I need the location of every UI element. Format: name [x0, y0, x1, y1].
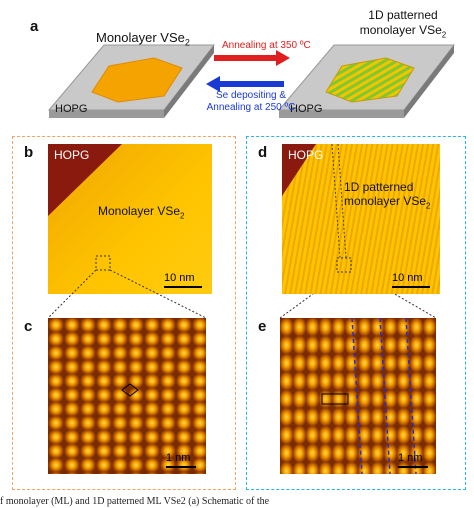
panel-letter-a: a [30, 18, 39, 35]
right-title: 1D patterned monolayer VSe2 [359, 8, 447, 40]
substrate-right-side [404, 45, 454, 118]
substrate-left-side [164, 45, 214, 118]
arrow-forward-head [276, 50, 290, 66]
stm-image-c: 1 nm [48, 318, 206, 474]
right-dashed-frame [246, 136, 466, 490]
hopg-label-b: HOPG [54, 148, 90, 162]
substrate-right-front [279, 110, 404, 118]
patterned-hexagon [325, 57, 415, 103]
overlay-e [321, 318, 417, 474]
patterned-label-d: 1D patterned monolayer VSe2 [344, 180, 431, 211]
scalebar-d [392, 286, 430, 288]
arrow-back-head [206, 76, 220, 92]
stm-image-e: 1 nm [280, 318, 436, 474]
scalebar-b [164, 286, 202, 288]
arrow-top-label: Annealing at 350 ºC [222, 40, 311, 51]
hopg-region-b [48, 144, 122, 271]
scalebar-c [166, 466, 196, 468]
hopg-region-d [282, 144, 352, 273]
stm-image-d: HOPG 1D patterned monolayer VSe2 10 nm [282, 144, 440, 294]
panel-letter-e: e [258, 318, 267, 335]
unit-cell-c [121, 383, 139, 397]
scale-text-d: 10 nm [392, 272, 423, 284]
left-dashed-frame [12, 136, 236, 490]
panel-letter-b: b [24, 144, 34, 161]
zoom-box-b [95, 255, 111, 271]
scale-text-b: 10 nm [164, 272, 195, 284]
scalebar-e [398, 466, 428, 468]
scale-text-c: 1 nm [166, 452, 191, 464]
hopg-left-label: HOPG [55, 103, 88, 115]
arrow-bottom-label: Se depositing & Annealing at 250 ºC [206, 90, 296, 113]
panel-letter-d: d [258, 144, 268, 161]
left-title: Monolayer VSe2 [96, 30, 190, 48]
unit-cell-e [321, 393, 349, 405]
schematic-panel-a [14, 10, 460, 128]
panel-letter-c: c [24, 318, 33, 335]
monolayer-hexagon [91, 57, 183, 103]
scale-text-e: 1 nm [398, 452, 423, 464]
hopg-label-d: HOPG [288, 148, 324, 162]
figure-caption: f monolayer (ML) and 1D patterned ML VSe… [0, 496, 270, 507]
substrate-left-front [49, 110, 164, 118]
ml-label-b: Monolayer VSe2 [98, 204, 185, 221]
stm-image-b: HOPG Monolayer VSe2 10 nm [48, 144, 212, 294]
hopg-right-label: HOPG [290, 103, 323, 115]
schematic-svg [47, 44, 456, 118]
